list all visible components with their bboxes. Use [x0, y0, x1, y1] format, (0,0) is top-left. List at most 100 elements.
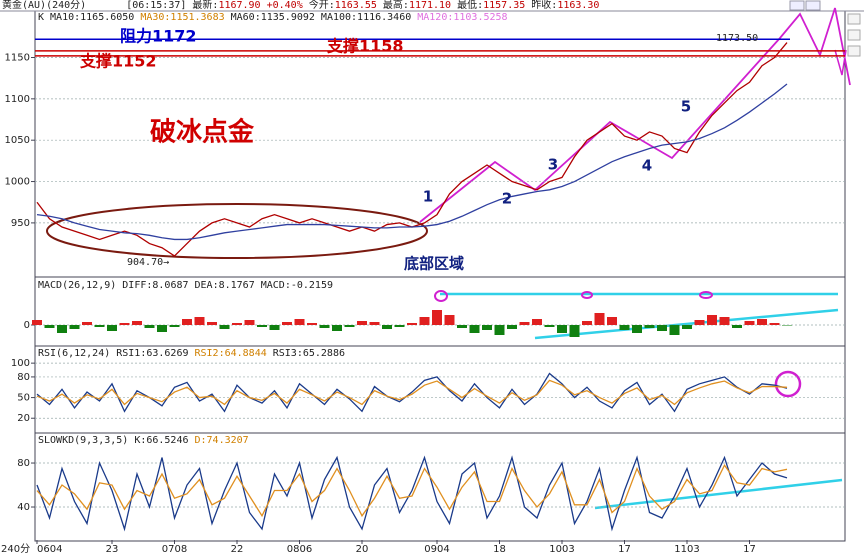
macd-bar: [357, 321, 367, 325]
trend-line: [534, 308, 839, 340]
macd-bar: [494, 325, 505, 335]
x-tick-label: 1103: [674, 544, 699, 555]
high-label: 1173.50: [716, 33, 758, 44]
macd-bar: [144, 325, 155, 328]
macd-bar: [232, 323, 242, 325]
x-tick-label: 17: [743, 544, 756, 555]
x-tick-label: 0806: [287, 544, 312, 555]
macd-bar: [182, 319, 192, 325]
macd-bar: [319, 325, 330, 328]
series-line: [36, 455, 788, 532]
series-line: [36, 379, 788, 406]
macd-bar: [519, 322, 530, 325]
trend-line: [594, 478, 843, 510]
macd-bar: [744, 321, 755, 325]
y-tick-label: 1000: [5, 177, 30, 188]
tool-button[interactable]: [789, 0, 805, 11]
macd-bar: [757, 319, 767, 325]
bottom-zone-ellipse: [46, 203, 428, 259]
header-text: 1171.10: [409, 0, 451, 11]
legend-entry: RSI3:65.2886: [273, 348, 345, 359]
legend-entry: D:74.3207: [195, 435, 249, 446]
header-text: 1163.55: [335, 0, 377, 11]
panel-title: K: [38, 12, 44, 23]
macd-bar: [719, 317, 730, 325]
wave-label: 4: [642, 157, 652, 175]
highlight-circle: [581, 291, 593, 299]
macd-bar: [594, 313, 605, 325]
panel-title: MACD(26,12,9): [38, 280, 116, 291]
header-text: 最新:: [192, 0, 218, 11]
macd-bar: [107, 325, 117, 331]
wave-arrow: [834, 49, 847, 76]
side-button[interactable]: [847, 45, 861, 57]
side-button[interactable]: [847, 13, 861, 25]
y-tick-label: 40: [17, 502, 30, 513]
x-tick-label: 20: [356, 544, 369, 555]
macd-bar: [769, 323, 780, 325]
macd-bar: [482, 325, 492, 330]
legend-entry: DEA:8.1767: [195, 280, 255, 291]
header-text: 最高:: [383, 0, 409, 11]
level-label: 支撑1152: [79, 52, 157, 71]
wave-label: 5: [681, 98, 691, 116]
y-tick-label: 20: [17, 413, 30, 424]
macd-bar: [732, 325, 742, 328]
series-line: [36, 463, 788, 518]
x-tick-label: 0604: [37, 544, 62, 555]
side-button[interactable]: [847, 29, 861, 41]
panel-title: SLOWKD(9,3,3,5): [38, 435, 128, 446]
macd-bar: [569, 325, 580, 337]
legend-entry: MA100:1116.3460: [321, 12, 411, 23]
macd-bar: [582, 321, 592, 325]
header-text: 最低:: [457, 0, 483, 11]
macd-bar: [444, 315, 455, 325]
macd-bar: [282, 322, 292, 325]
macd-bar: [507, 325, 517, 329]
macd-bar: [382, 325, 392, 329]
y-tick-label: 1050: [5, 135, 30, 146]
macd-bar: [344, 325, 355, 327]
macd-bar: [219, 325, 230, 329]
wave-label: 3: [548, 156, 558, 174]
wave-label: 2: [502, 190, 512, 208]
macd-bar: [369, 322, 380, 325]
macd-bar: [694, 320, 705, 325]
tool-button[interactable]: [805, 0, 821, 11]
macd-bar: [407, 323, 417, 325]
macd-bar: [657, 325, 667, 331]
low-label: 904.70→: [127, 257, 169, 268]
macd-bar: [244, 320, 255, 325]
header-text: 今开:: [309, 0, 335, 11]
macd-bar: [157, 325, 167, 332]
header-text: 1157.35: [483, 0, 525, 11]
macd-bar: [307, 323, 317, 325]
macd-bar: [257, 325, 267, 327]
y-tick-label: 1150: [5, 52, 30, 63]
macd-bar: [682, 325, 692, 329]
highlight-circle: [699, 291, 713, 299]
macd-bar: [94, 325, 105, 327]
legend-entry: DIFF:8.0687: [122, 280, 188, 291]
x-tick-label: 23: [106, 544, 119, 555]
macd-bar: [644, 325, 655, 328]
macd-bar: [669, 325, 680, 335]
y-tick-label: 0: [24, 320, 30, 331]
x-tick-label: 17: [618, 544, 631, 555]
header-text: 昨收:: [531, 0, 557, 11]
legend-entry: MA10:1165.6050: [50, 12, 134, 23]
legend-entry: MACD:-0.2159: [261, 280, 333, 291]
macd-bar: [269, 325, 280, 330]
panel-title: RSI(6,12,24): [38, 348, 110, 359]
x-tick-label: 18: [493, 544, 506, 555]
x-tick-label: 22: [231, 544, 244, 555]
x-tick-label: 0708: [162, 544, 187, 555]
macd-bar: [132, 321, 142, 325]
macd-bar: [619, 325, 630, 330]
legend-entry: K:66.5246: [134, 435, 188, 446]
level-label: 支撑1158: [326, 37, 404, 56]
macd-bar: [69, 325, 80, 329]
x-tick-label: 0904: [424, 544, 449, 555]
macd-bar: [432, 310, 442, 325]
